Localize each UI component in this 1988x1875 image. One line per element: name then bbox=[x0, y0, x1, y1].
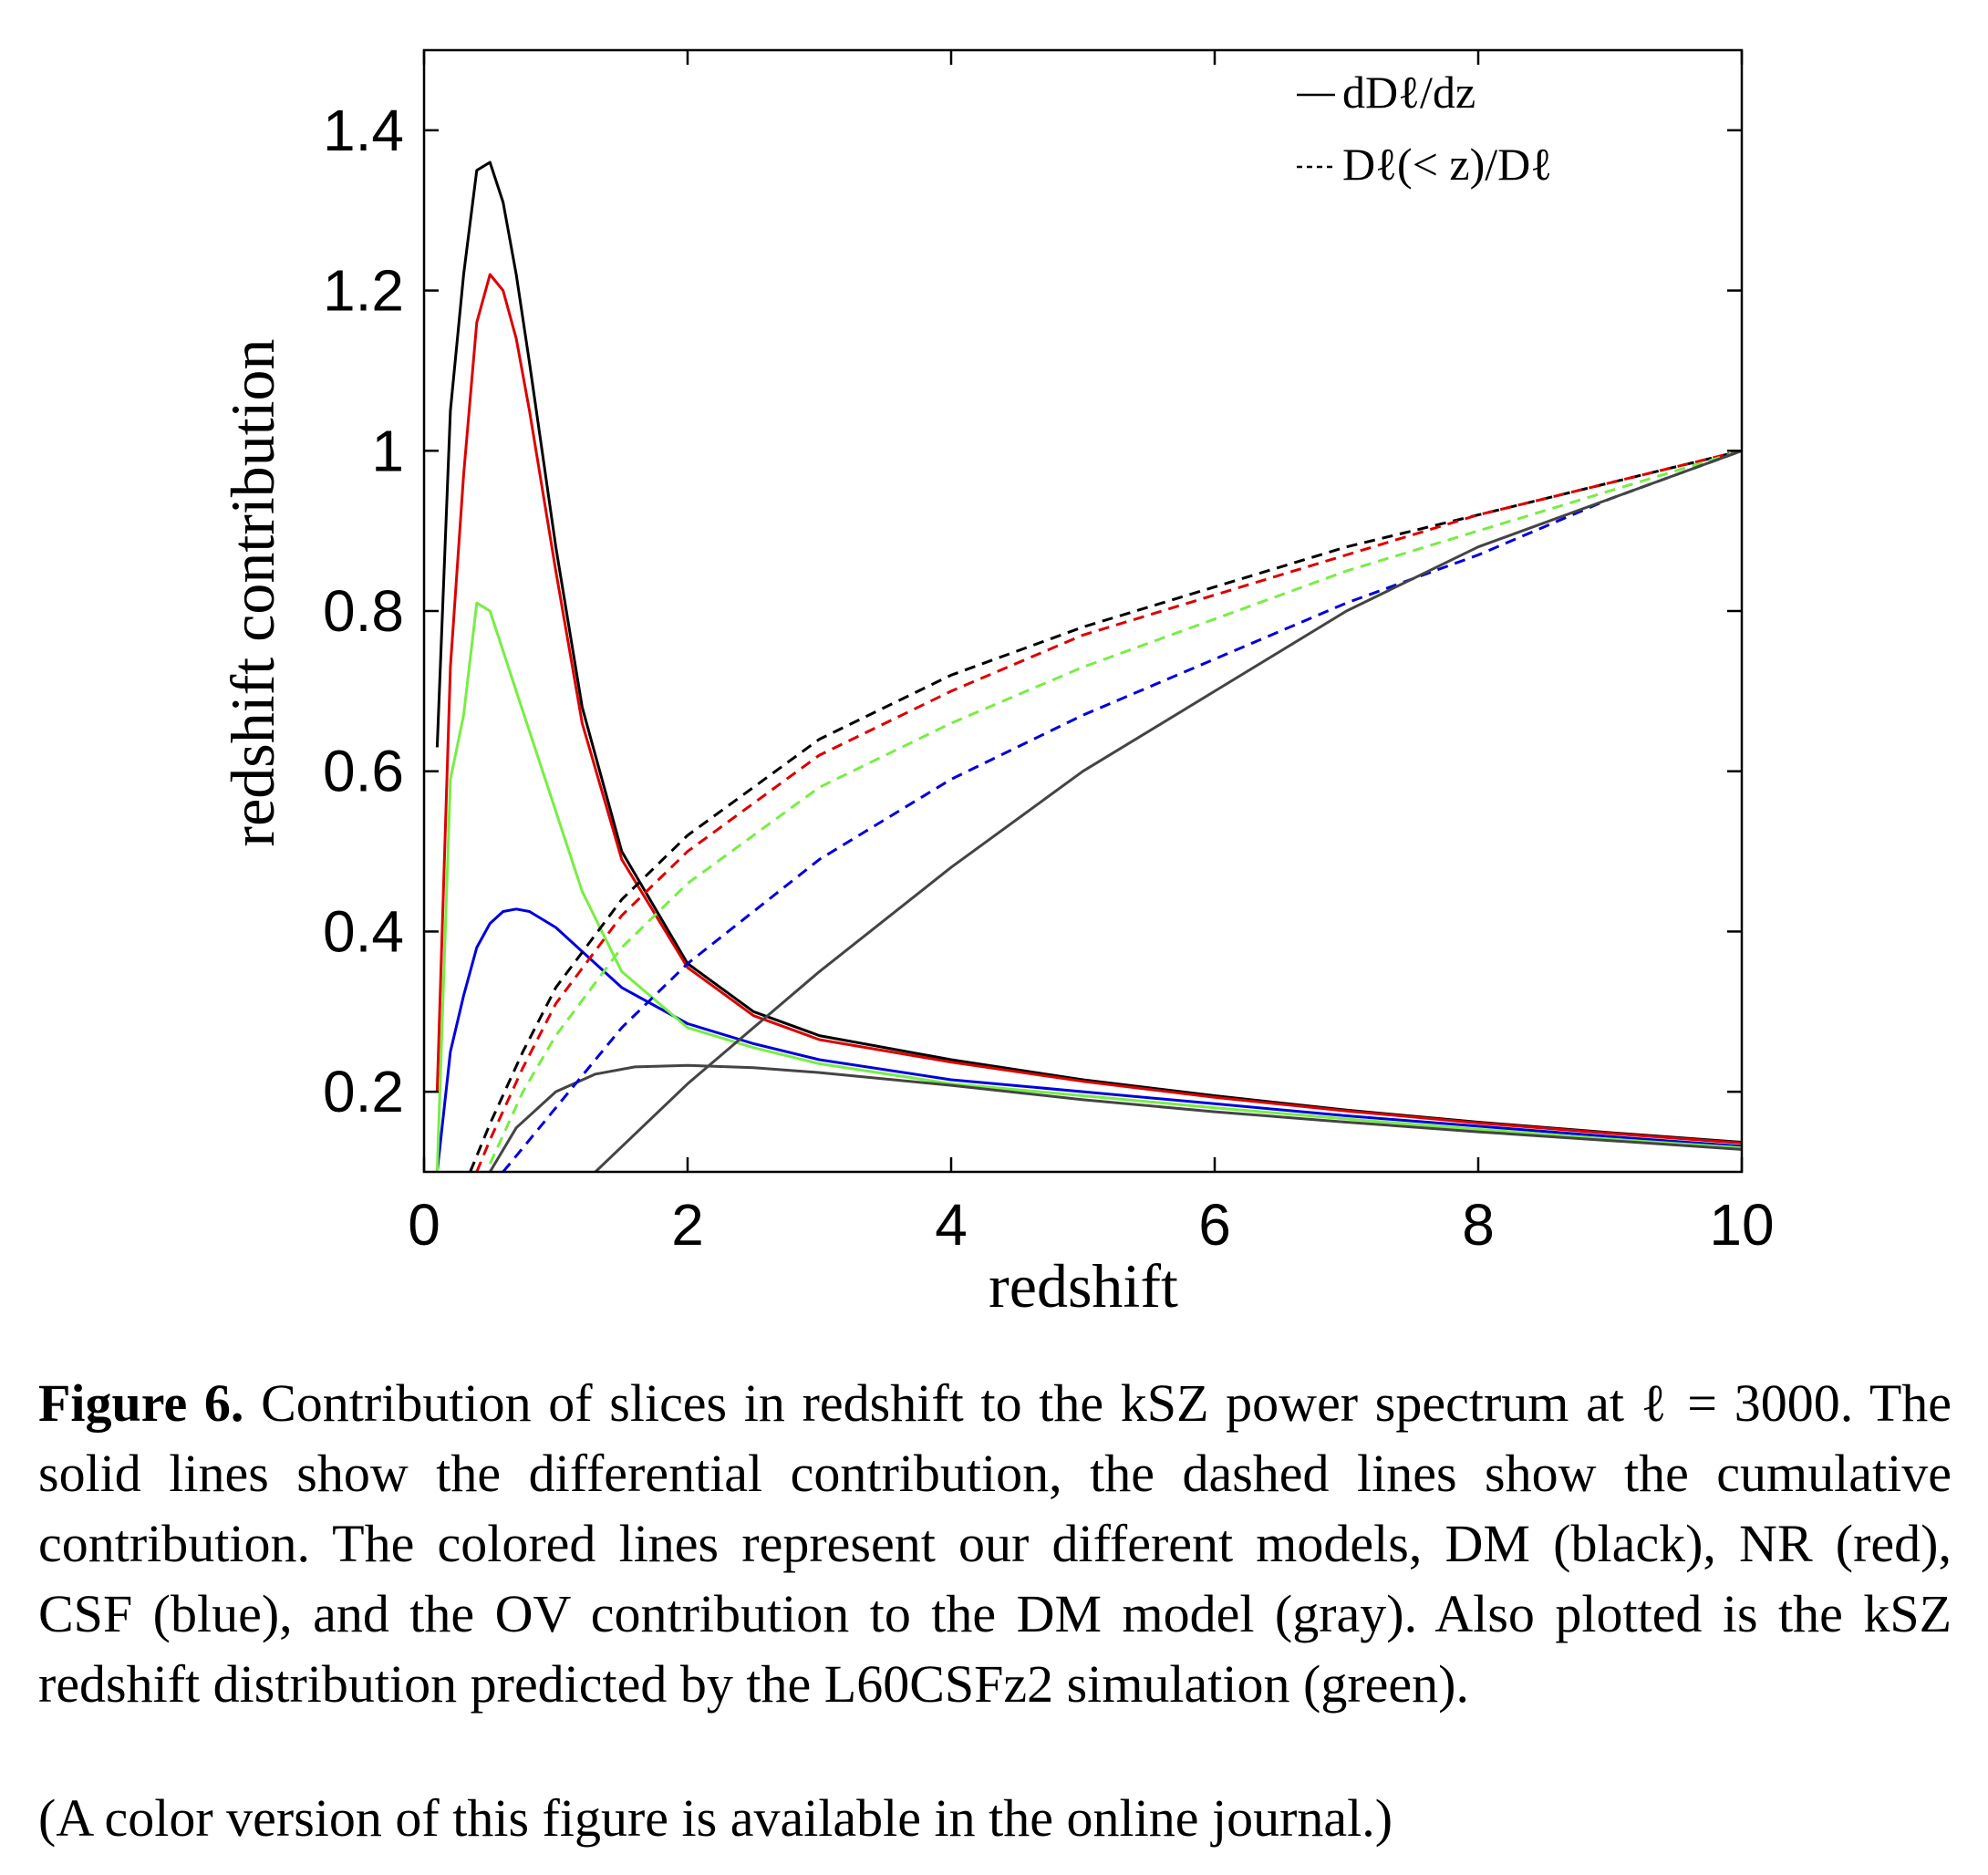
color-version-note: (A color version of this figure is avail… bbox=[38, 1788, 1393, 1848]
series-line-1-solid bbox=[435, 273, 1742, 1145]
legend-label-solid: dDℓ/dz bbox=[1342, 67, 1475, 118]
y-tick-label: 1.2 bbox=[323, 258, 404, 324]
x-tick-label: 6 bbox=[1198, 1192, 1231, 1258]
series-line-6-dashed bbox=[475, 449, 1742, 1172]
x-tick-label: 8 bbox=[1462, 1192, 1495, 1258]
x-tick-label: 2 bbox=[671, 1192, 704, 1258]
y-tick-label: 0.6 bbox=[323, 739, 404, 804]
y-tick-label: 1 bbox=[371, 418, 404, 483]
redshift-contribution-chart: 0 2 4 6 8 10 0.2 0.4 0.6 0.8 1 1.2 1.4 redshift reds… bbox=[218, 48, 1775, 1313]
series-line-0-solid bbox=[435, 161, 1742, 1144]
series-line-3-solid bbox=[435, 601, 1742, 1172]
y-tick-label: 1.4 bbox=[323, 98, 404, 163]
caption-text: Contribution of slices in redshift to th… bbox=[38, 1373, 1952, 1714]
series-line-4-solid bbox=[489, 1063, 1742, 1172]
y-tick-label: 0.4 bbox=[323, 898, 404, 964]
y-tick-label: 0.8 bbox=[323, 578, 404, 644]
series-line-5-dashed bbox=[469, 449, 1742, 1172]
y-axis-title: redshift contribution bbox=[218, 338, 287, 846]
figure-caption: Figure 6. Contribution of slices in reds… bbox=[38, 1368, 1952, 1719]
x-axis-title: redshift bbox=[989, 1251, 1178, 1313]
legend: dDℓ/dz Dℓ(< z)/Dℓ bbox=[1297, 67, 1552, 190]
series-layer bbox=[435, 161, 1742, 1172]
tick-layer: 0 2 4 6 8 10 0.2 0.4 0.6 0.8 1 1.2 1.4 bbox=[323, 50, 1775, 1258]
caption-label: Figure 6. bbox=[38, 1373, 244, 1433]
plot-frame bbox=[422, 48, 1744, 1174]
series-line-8-dashed bbox=[502, 449, 1742, 1172]
legend-label-dashed: Dℓ(< z)/Dℓ bbox=[1342, 139, 1552, 190]
series-line-9-solid bbox=[594, 449, 1742, 1172]
y-tick-label: 0.2 bbox=[323, 1059, 404, 1124]
series-line-7-dashed bbox=[488, 449, 1742, 1165]
series-line-2-solid bbox=[435, 907, 1742, 1172]
x-tick-label: 4 bbox=[935, 1192, 968, 1258]
x-tick-label: 10 bbox=[1709, 1192, 1774, 1258]
x-tick-label: 0 bbox=[408, 1192, 440, 1258]
